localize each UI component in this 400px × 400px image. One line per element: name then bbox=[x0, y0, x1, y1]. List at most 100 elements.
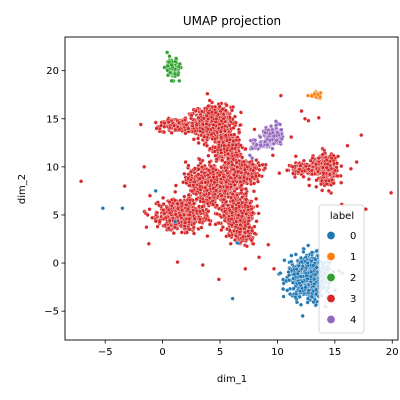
data-point bbox=[175, 201, 180, 206]
data-point bbox=[207, 191, 212, 196]
data-point bbox=[157, 203, 162, 208]
data-point bbox=[185, 207, 190, 212]
data-point bbox=[309, 168, 314, 173]
data-point bbox=[194, 122, 199, 127]
data-point bbox=[189, 113, 194, 118]
data-point bbox=[216, 277, 221, 282]
data-point bbox=[254, 142, 259, 147]
data-point bbox=[162, 124, 167, 129]
data-point bbox=[243, 191, 249, 196]
data-point bbox=[267, 131, 273, 136]
data-point bbox=[327, 172, 332, 177]
data-point bbox=[243, 266, 248, 271]
data-point bbox=[187, 212, 192, 218]
data-point bbox=[251, 168, 256, 173]
data-point bbox=[320, 165, 325, 170]
data-point bbox=[230, 162, 235, 167]
data-point bbox=[238, 123, 243, 128]
data-point bbox=[320, 152, 325, 157]
data-point bbox=[243, 146, 248, 152]
data-point bbox=[313, 302, 319, 308]
data-point bbox=[186, 126, 191, 131]
data-point bbox=[307, 183, 312, 188]
data-point bbox=[167, 218, 172, 223]
data-point bbox=[243, 186, 248, 192]
data-point bbox=[283, 278, 289, 284]
data-point bbox=[206, 168, 211, 173]
data-point bbox=[305, 300, 310, 305]
data-point bbox=[161, 195, 166, 200]
data-point bbox=[306, 118, 311, 123]
data-point bbox=[335, 173, 340, 179]
data-point bbox=[206, 209, 211, 214]
data-point bbox=[200, 122, 205, 127]
data-point bbox=[237, 230, 242, 235]
data-point bbox=[309, 294, 314, 299]
data-point bbox=[321, 171, 326, 176]
data-point bbox=[173, 127, 178, 132]
data-point bbox=[220, 203, 226, 208]
data-point bbox=[241, 175, 247, 180]
data-point bbox=[249, 238, 254, 243]
data-point bbox=[187, 227, 192, 232]
data-point bbox=[205, 173, 210, 178]
data-point bbox=[232, 132, 237, 137]
data-point bbox=[255, 204, 260, 209]
data-point bbox=[287, 291, 293, 297]
data-point bbox=[207, 160, 212, 165]
data-point bbox=[122, 184, 127, 189]
x-axis-label: dim_1 bbox=[217, 374, 247, 385]
data-point bbox=[316, 156, 321, 161]
data-point bbox=[226, 156, 231, 161]
data-point bbox=[235, 240, 240, 245]
data-point bbox=[245, 229, 251, 234]
data-point bbox=[222, 128, 228, 133]
data-point bbox=[199, 180, 204, 185]
data-point bbox=[173, 71, 178, 76]
data-point bbox=[303, 285, 308, 290]
x-tick-label: 5 bbox=[217, 347, 223, 358]
legend-marker bbox=[326, 272, 336, 282]
data-point bbox=[240, 195, 245, 200]
legend-marker bbox=[326, 231, 336, 241]
data-point bbox=[168, 70, 173, 75]
data-point bbox=[213, 153, 218, 158]
data-point bbox=[277, 139, 283, 145]
data-point bbox=[219, 135, 224, 140]
legend-label: 2 bbox=[350, 273, 356, 284]
legend-label: 3 bbox=[350, 294, 356, 305]
data-point bbox=[230, 296, 235, 301]
legend-box bbox=[318, 204, 365, 334]
data-point bbox=[229, 108, 235, 113]
data-point bbox=[242, 226, 247, 231]
data-point bbox=[292, 272, 297, 277]
data-point bbox=[359, 133, 364, 138]
data-point bbox=[241, 178, 247, 184]
data-point bbox=[211, 122, 216, 128]
data-point bbox=[183, 159, 188, 165]
data-point bbox=[291, 276, 296, 281]
data-point bbox=[244, 197, 249, 202]
data-point bbox=[205, 234, 210, 239]
data-point bbox=[298, 255, 304, 261]
data-point bbox=[326, 188, 331, 194]
data-point bbox=[228, 175, 233, 180]
data-point bbox=[250, 156, 255, 161]
data-point bbox=[257, 167, 262, 172]
data-point bbox=[234, 160, 239, 165]
data-point bbox=[209, 110, 214, 115]
data-point bbox=[303, 164, 308, 169]
data-point bbox=[319, 178, 325, 183]
data-point bbox=[155, 224, 160, 229]
data-point bbox=[237, 130, 242, 135]
data-point bbox=[202, 193, 207, 198]
data-point bbox=[290, 280, 295, 285]
data-point bbox=[176, 120, 182, 125]
data-point bbox=[178, 213, 183, 218]
data-point bbox=[234, 219, 239, 224]
data-point bbox=[309, 269, 314, 274]
data-point bbox=[187, 183, 192, 188]
data-point bbox=[236, 169, 241, 174]
data-point bbox=[169, 203, 174, 208]
